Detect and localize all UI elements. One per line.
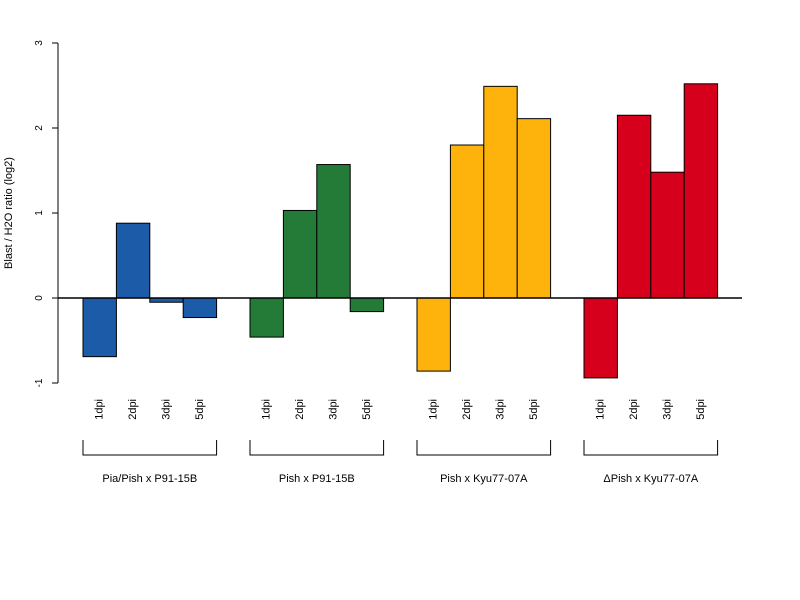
y-axis: -1 0 1 2 3	[34, 40, 59, 387]
bars	[82, 83, 719, 379]
category-label: 5dpi	[361, 399, 373, 420]
bar	[182, 297, 218, 319]
y-tick-label: 1	[34, 210, 45, 216]
category-label: 2dpi	[127, 399, 139, 420]
y-tick-label: -1	[34, 378, 45, 387]
bar	[82, 297, 117, 358]
category-label: 5dpi	[528, 399, 540, 420]
category-label: 1dpi	[428, 399, 440, 420]
category-label: 2dpi	[628, 399, 640, 420]
bar	[483, 85, 518, 299]
category-label: 5dpi	[194, 399, 206, 420]
bar	[249, 297, 284, 338]
bar	[449, 144, 485, 299]
category-label: 1dpi	[595, 399, 607, 420]
bar	[650, 171, 685, 299]
category-label: 2dpi	[294, 399, 306, 420]
group-bracket	[583, 440, 719, 456]
group-bracket	[416, 440, 552, 456]
category-label: 2dpi	[461, 399, 473, 420]
group-bracket	[82, 440, 218, 456]
bar	[416, 297, 451, 372]
group-bracket	[249, 440, 385, 456]
bar	[616, 114, 652, 299]
bar	[316, 164, 351, 299]
category-label: 1dpi	[94, 399, 106, 420]
category-label: 1dpi	[261, 399, 273, 420]
y-tick-label: 0	[34, 295, 45, 301]
bar	[282, 209, 318, 299]
category-label: 3dpi	[494, 399, 506, 420]
bar	[349, 297, 385, 313]
category-label: 5dpi	[695, 399, 707, 420]
group-label: ΔPish x Kyu77-07A	[603, 473, 698, 485]
bar	[516, 118, 552, 299]
bar	[583, 297, 618, 379]
category-label: 3dpi	[160, 399, 172, 420]
group-label: Pish x Kyu77-07A	[440, 473, 528, 485]
bar	[115, 222, 151, 299]
y-axis-label: Blast / H2O ratio (log2)	[3, 157, 15, 269]
group-label: Pish x P91-15B	[279, 473, 355, 485]
category-label: 3dpi	[327, 399, 339, 420]
bar	[683, 83, 719, 299]
category-labels: 1dpi 2dpi 3dpi 5dpi 1dpi 2dpi 3dpi 5dpi 1dpi 2dpi…	[94, 399, 707, 420]
group-brackets: Pia/Pish x P91-15B Pish x P91-15B Pish x K…	[82, 440, 719, 485]
group-label: Pia/Pish x P91-15B	[102, 473, 197, 485]
y-tick-label: 2	[34, 125, 45, 131]
category-label: 3dpi	[661, 399, 673, 420]
y-tick-label: 3	[34, 40, 45, 46]
